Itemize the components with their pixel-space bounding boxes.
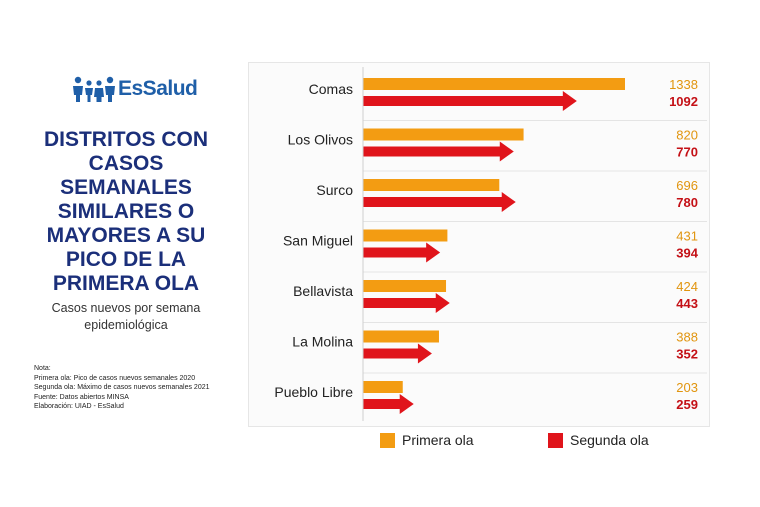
note-line: Segunda ola: Máximo de casos nuevos sema…: [34, 384, 210, 391]
bar-primera-ola: [363, 78, 625, 90]
value-label-primera: 424: [676, 279, 698, 294]
value-label-segunda: 352: [676, 347, 698, 362]
legend-label-segunda: Segunda ola: [570, 432, 649, 448]
value-label-primera: 1338: [669, 77, 698, 92]
chart-frame: Comas 1338 1092 Los Olivos 820 770 Surco 696 780…: [248, 62, 710, 427]
subtitle: Casos nuevos por semana epidemiológica: [51, 301, 201, 332]
value-label-primera: 696: [676, 178, 698, 193]
bar-primera-ola: [363, 381, 403, 393]
value-label-segunda: 1092: [669, 94, 698, 109]
legend-swatch-segunda: [548, 432, 563, 448]
bar-primera-ola: [363, 229, 448, 242]
category-label: Surco: [316, 182, 353, 198]
value-label-segunda: 780: [676, 195, 698, 210]
bar-segunda-ola: [363, 293, 450, 313]
value-label-segunda: 394: [676, 246, 698, 261]
note-line: Elaboración: UIAD - EsSalud: [34, 403, 124, 410]
legend-label-primera: Primera ola: [402, 432, 474, 448]
page-title: DISTRITOS CON CASOS SEMANALES SIMILARES …: [43, 128, 209, 295]
note-line: Primera ola: Pico de casos nuevos semana…: [34, 374, 196, 382]
legend-item-segunda: Segunda ola: [548, 432, 649, 448]
value-label-primera: 388: [676, 330, 698, 345]
category-label: Comas: [309, 81, 353, 97]
bar-primera-ola: [363, 179, 500, 191]
notes: Nota: Primera ola: Pico de casos nuevos …: [34, 364, 254, 412]
category-label: Pueblo Libre: [274, 384, 353, 400]
bar-segunda-ola: [363, 91, 577, 111]
bar-segunda-ola: [363, 141, 514, 162]
bar-segunda-ola: [363, 394, 414, 414]
bar-segunda-ola: [363, 343, 432, 364]
value-label-primera: 431: [676, 229, 698, 244]
value-label-segunda: 443: [676, 296, 698, 311]
logo-text: EsSalud: [118, 77, 198, 100]
left-panel: EsSalud DISTRITOS CON CASOS SEMANALES SI…: [0, 0, 255, 507]
bar-segunda-ola: [363, 242, 441, 263]
value-label-segunda: 770: [676, 145, 698, 160]
category-label: La Molina: [292, 334, 353, 350]
category-label: San Miguel: [283, 233, 353, 249]
legend-swatch-primera: [380, 432, 395, 448]
chart-legend: Primera ola Segunda ola: [380, 432, 710, 452]
category-label: Bellavista: [293, 283, 353, 299]
value-label-primera: 820: [676, 128, 698, 143]
category-label: Los Olivos: [288, 132, 353, 148]
note-line: Nota:: [34, 365, 51, 372]
bar-chart: Comas 1338 1092 Los Olivos 820 770 Surco 696 780…: [274, 67, 707, 421]
family-icon: [73, 76, 115, 102]
bar-primera-ola: [363, 330, 439, 343]
bar-primera-ola: [363, 280, 447, 292]
value-label-segunda: 259: [676, 397, 698, 412]
bar-segunda-ola: [363, 192, 516, 212]
value-label-primera: 203: [676, 380, 698, 395]
note-line: Fuente: Datos abiertos MINSA: [34, 393, 129, 401]
legend-item-primera: Primera ola: [380, 432, 474, 448]
essalud-logo: EsSalud: [72, 76, 198, 102]
bar-primera-ola: [363, 128, 524, 141]
